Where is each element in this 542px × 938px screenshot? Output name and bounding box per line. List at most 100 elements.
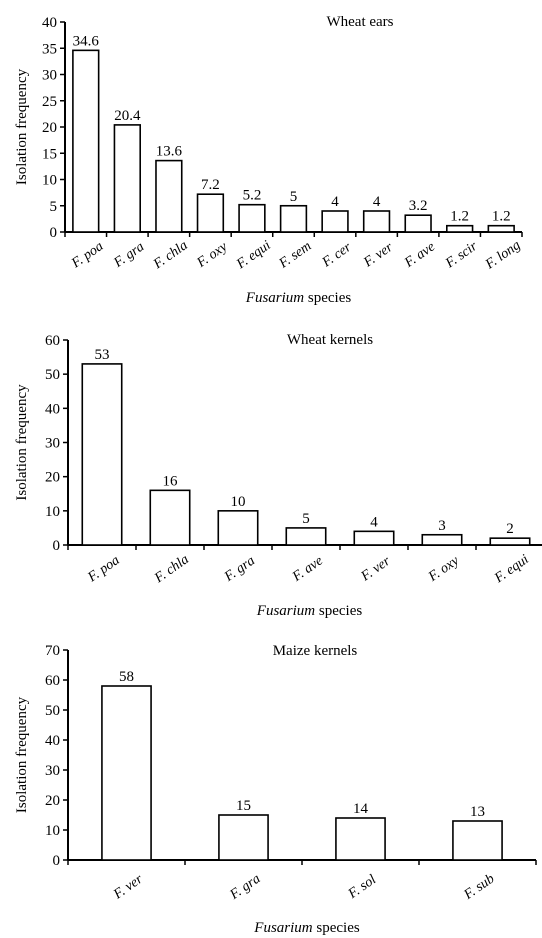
bar-value-label: 5 [290,189,298,205]
bar [452,820,503,861]
x-category-label: F. gra [111,239,148,271]
y-tick-label: 40 [42,15,57,31]
bar-value-label: 13 [470,804,485,820]
x-category-label: F. long [482,238,523,273]
x-axis-label: Fusarium species [253,920,360,936]
y-tick-label: 0 [53,853,61,869]
y-tick-label: 40 [45,733,60,749]
bar [487,224,515,233]
bar-value-label: 5 [302,511,310,527]
bar-value-label: 3.2 [409,198,428,214]
bar-value-label: 3 [438,518,446,534]
bar-value-label: 4 [370,514,378,530]
bar [362,210,391,233]
bar [446,224,474,233]
x-axis-label-genus: Fusarium [245,290,305,306]
x-category-label: F. gra [221,553,258,585]
bar-value-label: 2 [506,521,514,537]
bar [155,159,183,233]
x-category-label: F. equi [491,552,532,587]
x-category-label: F. sub [461,871,498,903]
y-tick-label: 10 [45,823,60,839]
x-category-label: F. equi [233,238,274,273]
x-category-label: F. scir [442,239,480,272]
y-tick-label: 60 [45,333,60,349]
y-tick-label: 30 [45,436,60,452]
bar [404,214,432,233]
bar-value-label: 53 [95,347,110,363]
y-axis-label: Isolation frequency [14,696,30,813]
chart-title: Wheat kernels [287,332,373,348]
bar [101,685,152,861]
bar-value-label: 15 [236,798,251,814]
bar-value-label: 5.2 [243,188,262,204]
bar-value-label: 4 [373,194,381,210]
bar [285,527,327,546]
y-axis-label: Isolation frequency [14,384,30,501]
x-category-label: F. chla [150,238,190,273]
bar [279,204,308,233]
y-axis-label: Isolation frequency [14,68,30,185]
bar-value-label: 16 [163,473,179,489]
x-category-label: F. ver [110,872,146,903]
bar [353,530,395,546]
bar [421,533,463,546]
y-tick-label: 50 [45,367,60,383]
bar [72,49,100,233]
bar [489,537,531,546]
x-axis-label-genus: Fusarium [253,920,313,936]
y-tick-label: 20 [42,120,57,136]
x-category-label: F. oxy [194,239,231,271]
x-category-label: F. poa [85,553,123,586]
y-tick-label: 5 [50,199,58,215]
x-category-label: F. sem [276,239,315,272]
x-category-label: F. poa [68,239,106,272]
bar [218,814,269,861]
bar-value-label: 34.6 [73,33,100,49]
x-category-label: F. ave [289,553,326,585]
bar [335,817,386,861]
chart-title: Maize kernels [273,643,358,659]
x-axis-label-suffix: species [304,290,351,306]
x-axis-label: Fusarium species [245,290,352,306]
y-tick-label: 25 [42,94,57,110]
y-tick-label: 30 [42,68,57,84]
bar-value-label: 7.2 [201,177,220,193]
bar [238,203,266,233]
x-category-label: F. gra [227,871,264,903]
chart-panel-1: Wheat ears 0 5 10 15 20 25 30 35 40 34.6 F. poa 20.4… [14,14,523,306]
y-tick-label: 60 [45,673,60,689]
bar-value-label: 58 [119,669,134,685]
bar-value-label: 10 [231,494,246,510]
x-axis-label-suffix: species [315,603,362,619]
y-tick-label: 35 [42,41,57,57]
x-axis-label: Fusarium species [256,603,363,619]
y-tick-label: 0 [50,225,58,241]
y-tick-label: 15 [42,146,57,162]
bar [196,193,225,233]
y-tick-label: 40 [45,401,60,417]
x-axis-label-genus: Fusarium [256,603,316,619]
x-axis-label-suffix: species [313,920,360,936]
y-tick-label: 0 [53,538,61,554]
bar [217,510,259,546]
bar-value-label: 20.4 [114,108,141,124]
bar-value-label: 13.6 [156,144,183,160]
bar-value-label: 1.2 [492,209,511,225]
bar-value-label: 14 [353,801,369,817]
bar [321,210,349,233]
bar-value-label: 1.2 [450,209,469,225]
y-tick-label: 70 [45,643,60,659]
bar [149,489,191,546]
y-tick-label: 10 [42,173,57,189]
bar [81,363,123,546]
x-category-label: F. ver [361,240,397,271]
chart-panel-3: Maize kernels 0 10 20 30 40 50 60 70 58 F. ver 15 F.… [14,643,537,936]
x-category-label: F. ave [401,239,438,271]
y-tick-label: 50 [45,703,60,719]
chart-title: Wheat ears [326,14,393,30]
x-category-label: F. chla [151,552,191,587]
y-tick-label: 20 [45,470,60,486]
